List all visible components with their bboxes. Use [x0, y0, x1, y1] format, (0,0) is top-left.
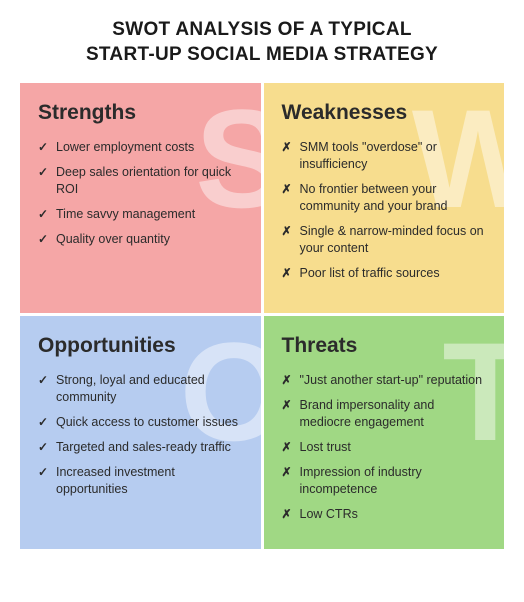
bullet-icon: ✗	[282, 397, 292, 413]
heading-opportunities: Opportunities	[38, 334, 243, 358]
swot-grid: S Strengths ✓Lower employment costs✓Deep…	[20, 83, 504, 548]
bullet-icon: ✗	[282, 439, 292, 455]
item-text: Poor list of traffic sources	[300, 266, 440, 280]
title-line-2: START-UP SOCIAL MEDIA STRATEGY	[86, 44, 438, 65]
list-item: ✗ Low CTRs	[282, 506, 487, 523]
item-text: No frontier between your community and y…	[300, 182, 448, 213]
heading-weaknesses: Weaknesses	[282, 101, 487, 125]
item-text: Strong, loyal and educated community	[56, 373, 205, 404]
list-item: ✓ Lower employment costs	[38, 139, 243, 156]
item-text: Impression of industry incompetence	[300, 465, 422, 496]
list-item: ✗ "Just another start-up" reputation	[282, 372, 487, 389]
item-text: Time savvy management	[56, 207, 195, 221]
list-item: ✓ Deep sales orientation for quick ROI	[38, 164, 243, 198]
item-text: Single & narrow-minded focus on your con…	[300, 224, 484, 255]
list-threats: ✗ "Just another start-up" reputation ✗ Bran…	[282, 372, 487, 522]
list-item: ✓ Time savvy management	[38, 206, 243, 223]
list-strengths: ✓ Lower employment costs ✓ Deep sales orien…	[38, 139, 243, 247]
list-item: ✗ Poor list of traffic sources	[282, 265, 487, 282]
bullet-icon: ✗	[282, 372, 292, 388]
quadrant-threats: T Threats ✗"Just another start-up" reput…	[264, 316, 505, 548]
item-text: Lost trust	[300, 440, 351, 454]
list-item: ✓ Quality over quantity	[38, 231, 243, 248]
bullet-icon: ✓	[38, 139, 48, 155]
list-item: ✗ Single & narrow-minded focus on your co…	[282, 223, 487, 257]
item-text: SMM tools "overdose" or insufficiency	[300, 140, 437, 171]
bullet-icon: ✓	[38, 206, 48, 222]
bullet-icon: ✗	[282, 181, 292, 197]
list-weaknesses: ✗ SMM tools "overdose" or insufficiency ✗ N…	[282, 139, 487, 281]
item-text: Targeted and sales-ready traffic	[56, 440, 231, 454]
bullet-icon: ✗	[282, 506, 292, 522]
title-line-1: SWOT ANALYSIS OF A TYPICAL	[112, 19, 412, 40]
bullet-icon: ✓	[38, 464, 48, 480]
heading-threats: Threats	[282, 334, 487, 358]
bullet-icon: ✓	[38, 231, 48, 247]
item-text: Increased investment opportunities	[56, 465, 175, 496]
bullet-icon: ✗	[282, 223, 292, 239]
quadrant-weaknesses: W Weaknesses ✗SMM tools "overdose" or in…	[264, 83, 505, 313]
list-item: ✓ Strong, loyal and educated community	[38, 372, 243, 406]
heading-strengths: Strengths	[38, 101, 243, 125]
list-item: ✗ Impression of industry incompetence	[282, 464, 487, 498]
bullet-icon: ✗	[282, 139, 292, 155]
item-text: Low CTRs	[300, 507, 358, 521]
bullet-icon: ✓	[38, 439, 48, 455]
list-opportunities: ✓ Strong, loyal and educated community ✓ Qu…	[38, 372, 243, 497]
item-text: Deep sales orientation for quick ROI	[56, 165, 231, 196]
list-item: ✗ Lost trust	[282, 439, 487, 456]
main-title: SWOT ANALYSIS OF A TYPICAL START-UP SOCI…	[20, 18, 504, 67]
bullet-icon: ✓	[38, 372, 48, 388]
item-text: Brand impersonality and mediocre engagem…	[300, 398, 435, 429]
list-item: ✗ No frontier between your community and …	[282, 181, 487, 215]
bullet-icon: ✓	[38, 164, 48, 180]
item-text: Quick access to customer issues	[56, 415, 238, 429]
quadrant-strengths: S Strengths ✓Lower employment costs✓Deep…	[20, 83, 261, 313]
bullet-icon: ✓	[38, 414, 48, 430]
bullet-icon: ✗	[282, 464, 292, 480]
bullet-icon: ✗	[282, 265, 292, 281]
list-item: ✓ Increased investment opportunities	[38, 464, 243, 498]
list-item: ✗ SMM tools "overdose" or insufficiency	[282, 139, 487, 173]
item-text: Lower employment costs	[56, 140, 194, 154]
quadrant-opportunities: O Opportunities ✓Strong, loyal and educa…	[20, 316, 261, 548]
list-item: ✓ Quick access to customer issues	[38, 414, 243, 431]
item-text: "Just another start-up" reputation	[300, 373, 483, 387]
list-item: ✓ Targeted and sales-ready traffic	[38, 439, 243, 456]
list-item: ✗ Brand impersonality and mediocre engage…	[282, 397, 487, 431]
item-text: Quality over quantity	[56, 232, 170, 246]
